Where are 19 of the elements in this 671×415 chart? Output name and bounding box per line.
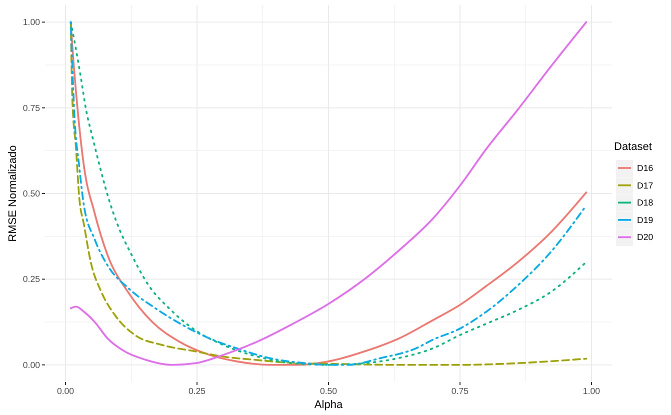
legend-label: D17: [637, 180, 654, 190]
x-axis-title: Alpha: [314, 399, 344, 411]
x-tick-label: 0.25: [188, 386, 206, 396]
x-tick-label: 0.75: [451, 386, 469, 396]
y-tick-label: 0.75: [22, 102, 40, 113]
x-tick-label: 0.50: [320, 386, 338, 396]
legend-label: D19: [637, 214, 654, 225]
y-tick-label: 0.25: [22, 274, 40, 284]
y-tick-label: 0.00: [22, 360, 40, 370]
x-tick-label: 1.00: [582, 386, 600, 396]
x-tick-label: 0.00: [56, 386, 74, 396]
legend-title: Dataset: [614, 141, 652, 153]
legend-label: D18: [637, 198, 654, 208]
line-series: [70, 21, 588, 366]
legend-label: D20: [637, 232, 654, 242]
y-tick-label: 0.50: [22, 188, 40, 198]
y-axis-title: RMSE Normalizado: [7, 145, 19, 242]
legend-label: D16: [637, 163, 654, 173]
y-tick-label: 1.00: [22, 17, 40, 28]
